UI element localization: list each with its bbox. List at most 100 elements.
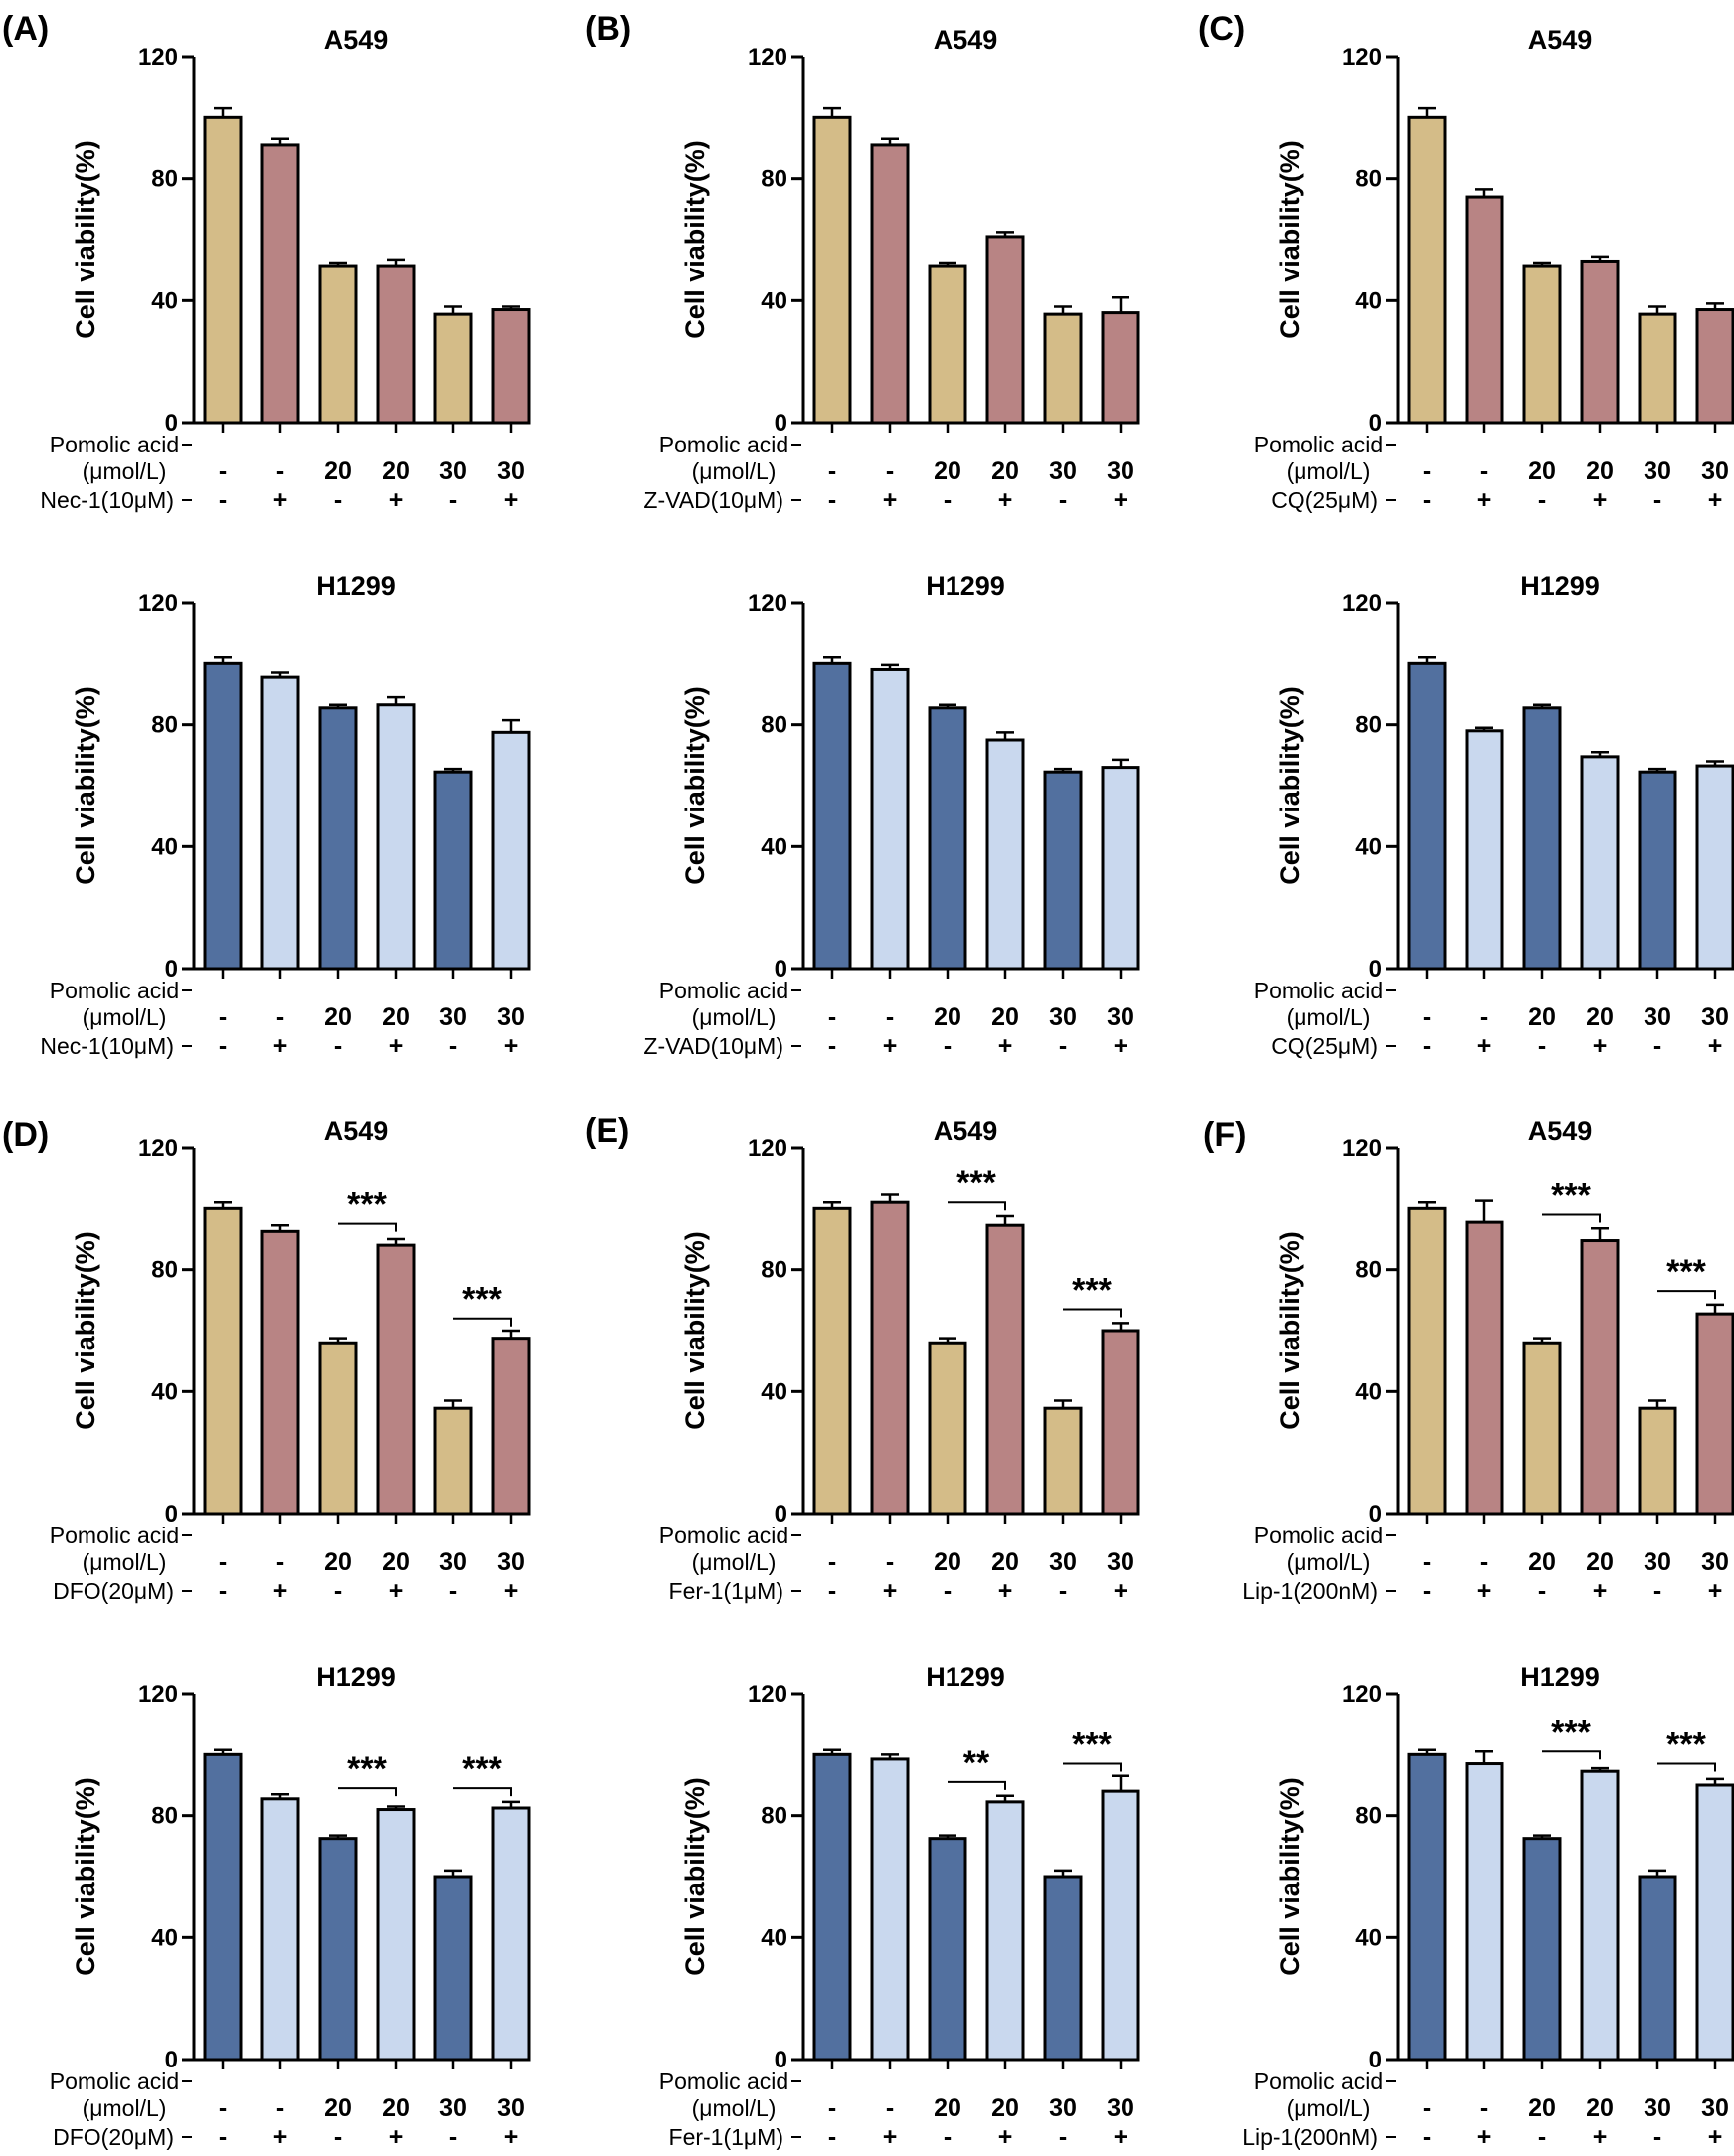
dose-value: - xyxy=(886,2094,894,2122)
dose-value: 20 xyxy=(934,1548,961,1576)
inhibitor-flag: + xyxy=(998,1032,1013,1060)
significance-bracket xyxy=(948,1780,1006,1790)
dose-value: - xyxy=(828,457,836,485)
treatment-label: Pomolic acid xyxy=(50,978,179,1003)
bar xyxy=(434,1406,473,1516)
inhibitor-flag: - xyxy=(944,2123,952,2151)
inhibitor-flag: + xyxy=(504,2123,519,2151)
y-axis-label: Cell viability(%) xyxy=(71,1231,100,1430)
treatment-label: Pomolic acid xyxy=(659,978,788,1003)
bar xyxy=(1695,1312,1734,1516)
bar xyxy=(812,1752,852,2062)
dose-value: 20 xyxy=(324,1003,352,1031)
inhibitor-flag: + xyxy=(1477,1032,1492,1060)
y-axis-label: Cell viability(%) xyxy=(1275,1777,1304,1976)
inhibitor-flag: - xyxy=(449,2123,457,2151)
chart-title: A549 xyxy=(1528,25,1593,55)
bar xyxy=(260,143,300,425)
dose-value: 30 xyxy=(439,2094,467,2122)
significance-label: ** xyxy=(963,1744,990,1782)
bar xyxy=(928,1341,967,1516)
inhibitor-flag: + xyxy=(389,1577,404,1605)
dose-value: 30 xyxy=(1107,2094,1134,2122)
dose-value: 20 xyxy=(324,457,352,485)
bar xyxy=(1465,729,1504,971)
y-axis-label: Cell viability(%) xyxy=(1275,1231,1304,1430)
dose-value: 30 xyxy=(1107,457,1134,485)
significance-bracket xyxy=(1657,1290,1716,1300)
inhibitor-flag: - xyxy=(1423,1032,1431,1060)
dose-value: 20 xyxy=(1528,1548,1556,1576)
inhibitor-flag: + xyxy=(504,1577,519,1605)
inhibitor-flag: + xyxy=(504,1032,519,1060)
dose-value: 20 xyxy=(382,2094,410,2122)
treatment-label: Pomolic acid xyxy=(659,432,788,457)
significance-label: *** xyxy=(462,1750,502,1788)
inhibitor-label: Z-VAD(10μM) xyxy=(643,1033,783,1059)
y-tick-label: 0 xyxy=(165,410,178,437)
y-axis-label: Cell viability(%) xyxy=(680,1777,710,1976)
significance-label: *** xyxy=(1666,1253,1706,1291)
bar xyxy=(1522,264,1562,425)
inhibitor-label: Lip-1(200nM) xyxy=(1242,1578,1378,1604)
y-tick-label: 120 xyxy=(748,44,787,71)
inhibitor-label: Nec-1(10μM) xyxy=(40,1033,174,1059)
y-axis-label: Cell viability(%) xyxy=(1275,686,1304,885)
inhibitor-flag: + xyxy=(998,2123,1013,2151)
dose-value: 20 xyxy=(934,1003,961,1031)
inhibitor-flag: + xyxy=(1114,1577,1128,1605)
bar xyxy=(491,1337,531,1516)
bar xyxy=(1695,1783,1734,2062)
inhibitor-flag: - xyxy=(828,1577,836,1605)
dose-value: - xyxy=(1480,2094,1488,2122)
bar xyxy=(985,1223,1025,1516)
y-tick-label: 80 xyxy=(1355,1257,1382,1284)
dose-value: - xyxy=(1423,1548,1431,1576)
chart-panel: (E) A549 Cell viability(%) 0 40 80 120 *** *** Po… xyxy=(585,1112,1140,1605)
bar xyxy=(260,1797,300,2062)
y-tick-label: 40 xyxy=(151,833,178,860)
treatment-label: Pomolic acid xyxy=(659,1523,788,1548)
bar xyxy=(376,1808,416,2062)
bar xyxy=(1101,1329,1140,1516)
significance-bracket xyxy=(338,1222,397,1232)
bar xyxy=(376,1243,416,1516)
dose-value: 30 xyxy=(1049,1548,1077,1576)
inhibitor-flag: - xyxy=(219,1032,227,1060)
significance-label: *** xyxy=(462,1281,502,1319)
dose-value: - xyxy=(276,1548,284,1576)
dose-value: - xyxy=(828,2094,836,2122)
y-tick-label: 40 xyxy=(761,1378,787,1405)
inhibitor-flag: + xyxy=(1114,2123,1128,2151)
bar xyxy=(318,264,358,425)
y-tick-label: 120 xyxy=(138,590,178,617)
dose-value: 30 xyxy=(1107,1548,1134,1576)
inhibitor-flag: - xyxy=(449,486,457,514)
dose-value: 20 xyxy=(1586,1003,1614,1031)
chart-panel: H1299 Cell viability(%) 0 40 80 120 Pomolic ac… xyxy=(40,571,531,1060)
y-tick-label: 0 xyxy=(1369,410,1382,437)
y-axis-label: Cell viability(%) xyxy=(680,686,710,885)
bar xyxy=(1465,1220,1504,1516)
panel-letter: (D) xyxy=(2,1116,49,1154)
dose-value: 30 xyxy=(439,457,467,485)
inhibitor-flag: - xyxy=(1538,2123,1546,2151)
dose-value: 20 xyxy=(382,1003,410,1031)
inhibitor-flag: - xyxy=(1059,1032,1067,1060)
significance-bracket xyxy=(1063,1762,1122,1772)
dose-value: - xyxy=(219,1003,227,1031)
bar xyxy=(812,1206,852,1516)
inhibitor-flag: - xyxy=(944,1577,952,1605)
bar xyxy=(1580,259,1620,425)
y-tick-label: 80 xyxy=(151,166,178,193)
significance-bracket xyxy=(453,1787,512,1797)
significance-label: *** xyxy=(956,1165,996,1202)
dose-value: 30 xyxy=(1701,1003,1729,1031)
y-tick-label: 120 xyxy=(138,44,178,71)
inhibitor-label: Nec-1(10μM) xyxy=(40,487,174,513)
y-tick-label: 120 xyxy=(138,1681,178,1707)
treatment-unit-label: (μmol/L) xyxy=(692,2095,777,2121)
inhibitor-flag: - xyxy=(334,2123,342,2151)
bar xyxy=(1580,1239,1620,1516)
inhibitor-flag: + xyxy=(389,486,404,514)
